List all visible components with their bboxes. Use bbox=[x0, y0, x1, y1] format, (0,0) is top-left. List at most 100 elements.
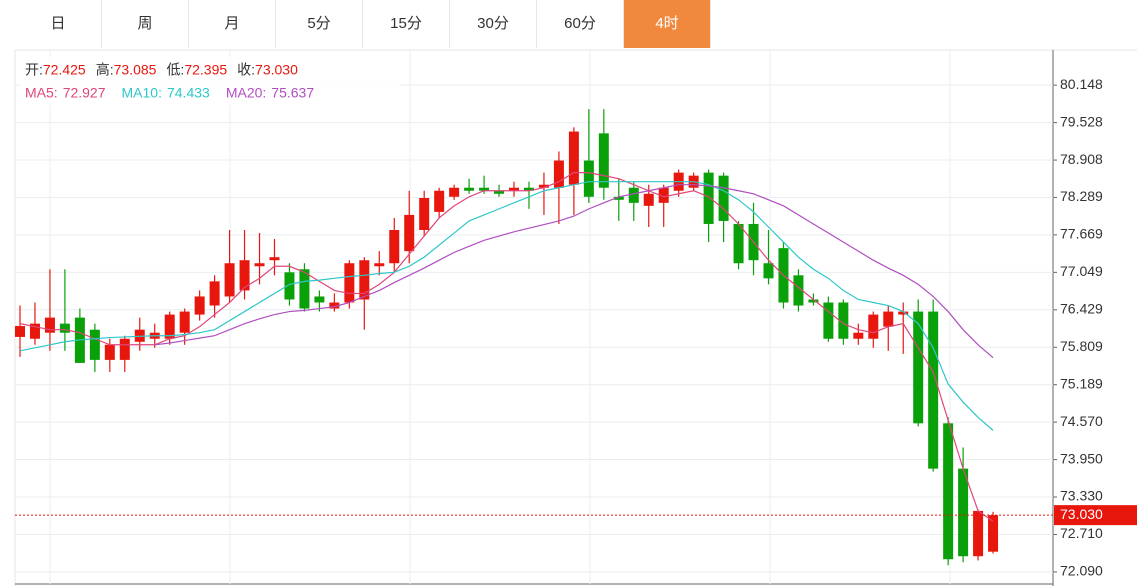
candle-body bbox=[958, 468, 969, 557]
y-tick-label: 77.669 bbox=[1060, 226, 1103, 242]
candle-body bbox=[344, 263, 355, 303]
candle-body bbox=[583, 160, 594, 197]
y-tick-label: 78.289 bbox=[1060, 188, 1103, 204]
y-tick-label: 72.710 bbox=[1060, 525, 1103, 541]
readout-bg bbox=[20, 57, 400, 105]
period-tab[interactable]: 月 bbox=[189, 0, 276, 48]
legend-label: MA20: bbox=[226, 85, 266, 101]
y-tick-label: 76.429 bbox=[1060, 301, 1103, 317]
readout-label: 低: bbox=[166, 62, 184, 78]
period-tab[interactable]: 30分 bbox=[450, 0, 537, 48]
y-tick-label: 77.049 bbox=[1060, 263, 1103, 279]
period-tab[interactable]: 15分 bbox=[363, 0, 450, 48]
candle-body bbox=[763, 263, 774, 279]
candle-body bbox=[988, 515, 999, 552]
candle-body bbox=[449, 187, 460, 197]
legend-value: 72.927 bbox=[63, 85, 106, 101]
candle-body bbox=[119, 338, 130, 360]
candle-body bbox=[434, 190, 445, 212]
candle-body bbox=[628, 187, 639, 203]
candle-body bbox=[164, 314, 175, 339]
candle-body bbox=[523, 187, 534, 191]
candle-body bbox=[943, 423, 954, 560]
candle-body bbox=[179, 311, 190, 333]
readout-value: 73.030 bbox=[255, 62, 298, 78]
y-tick-label: 78.908 bbox=[1060, 151, 1103, 167]
candle-body bbox=[973, 510, 984, 557]
candle-body bbox=[823, 302, 834, 339]
candle-body bbox=[209, 281, 220, 306]
candle-body bbox=[329, 302, 340, 309]
readout-value: 73.085 bbox=[114, 62, 157, 78]
candle-body bbox=[254, 263, 265, 267]
readout-label: 收: bbox=[237, 62, 255, 78]
candle-body bbox=[853, 332, 864, 339]
y-tick-label: 75.809 bbox=[1060, 338, 1103, 354]
candle-body bbox=[464, 187, 475, 191]
candle-body bbox=[538, 184, 549, 188]
candle-body bbox=[898, 311, 909, 315]
candle-body bbox=[134, 329, 145, 342]
candle-body bbox=[44, 317, 55, 333]
readout-label: 开: bbox=[25, 62, 43, 78]
legend-label: MA10: bbox=[122, 85, 162, 101]
candle-body bbox=[793, 275, 804, 306]
period-tab[interactable]: 5分 bbox=[276, 0, 363, 48]
candle-body bbox=[194, 296, 205, 315]
candle-body bbox=[314, 296, 325, 303]
candle-body bbox=[239, 260, 250, 291]
candle-body bbox=[598, 133, 609, 188]
readout-value: 72.425 bbox=[43, 62, 86, 78]
period-tab[interactable]: 周 bbox=[102, 0, 189, 48]
period-tab[interactable]: 日 bbox=[15, 0, 102, 48]
y-tick-label: 79.528 bbox=[1060, 113, 1103, 129]
candle-body bbox=[269, 257, 280, 261]
candle-body bbox=[15, 326, 25, 337]
ma-line bbox=[19, 181, 994, 431]
candle-body bbox=[389, 230, 400, 264]
candle-body bbox=[658, 187, 669, 203]
candle-body bbox=[838, 302, 849, 339]
candle-body bbox=[703, 172, 714, 224]
candle-body bbox=[613, 196, 624, 200]
candle-body bbox=[89, 329, 100, 360]
candle-body bbox=[808, 299, 819, 303]
ma-line bbox=[154, 184, 994, 359]
candle-body bbox=[59, 323, 70, 333]
candle-body bbox=[374, 263, 385, 267]
candle-body bbox=[299, 269, 310, 309]
candle-body bbox=[718, 175, 729, 221]
readout-label: 高: bbox=[96, 62, 114, 78]
candle-body bbox=[359, 260, 370, 300]
legend-label: MA5: bbox=[25, 85, 58, 101]
y-tick-label: 73.950 bbox=[1060, 450, 1103, 466]
candle-body bbox=[104, 344, 115, 360]
candle-body bbox=[928, 311, 939, 469]
y-tick-label: 73.330 bbox=[1060, 488, 1103, 504]
y-tick-label: 72.090 bbox=[1060, 563, 1103, 579]
period-tab[interactable]: 4时 bbox=[624, 0, 711, 48]
candle-body bbox=[494, 190, 505, 194]
candle-body bbox=[868, 314, 879, 339]
candle-body bbox=[568, 131, 579, 185]
candle-body bbox=[913, 311, 924, 424]
y-tick-label: 80.148 bbox=[1060, 76, 1103, 92]
candle-body bbox=[29, 323, 40, 339]
y-tick-label: 75.189 bbox=[1060, 375, 1103, 391]
candle-body bbox=[404, 214, 415, 252]
candle-body bbox=[284, 272, 295, 300]
candle-body bbox=[479, 187, 490, 191]
legend-value: 74.433 bbox=[167, 85, 210, 101]
candle-body bbox=[419, 197, 430, 231]
period-tab[interactable]: 60分 bbox=[537, 0, 624, 48]
legend-value: 75.637 bbox=[271, 85, 314, 101]
candle-body bbox=[733, 223, 744, 264]
candle-body bbox=[643, 193, 654, 206]
period-tabs: 日周月 5分 15分 30分 60分 4时 bbox=[15, 0, 711, 48]
last-price-box bbox=[1054, 505, 1137, 526]
y-tick-label: 74.570 bbox=[1060, 413, 1103, 429]
candle-body bbox=[509, 187, 520, 191]
candle-body bbox=[224, 263, 235, 297]
candle-body bbox=[883, 311, 894, 327]
